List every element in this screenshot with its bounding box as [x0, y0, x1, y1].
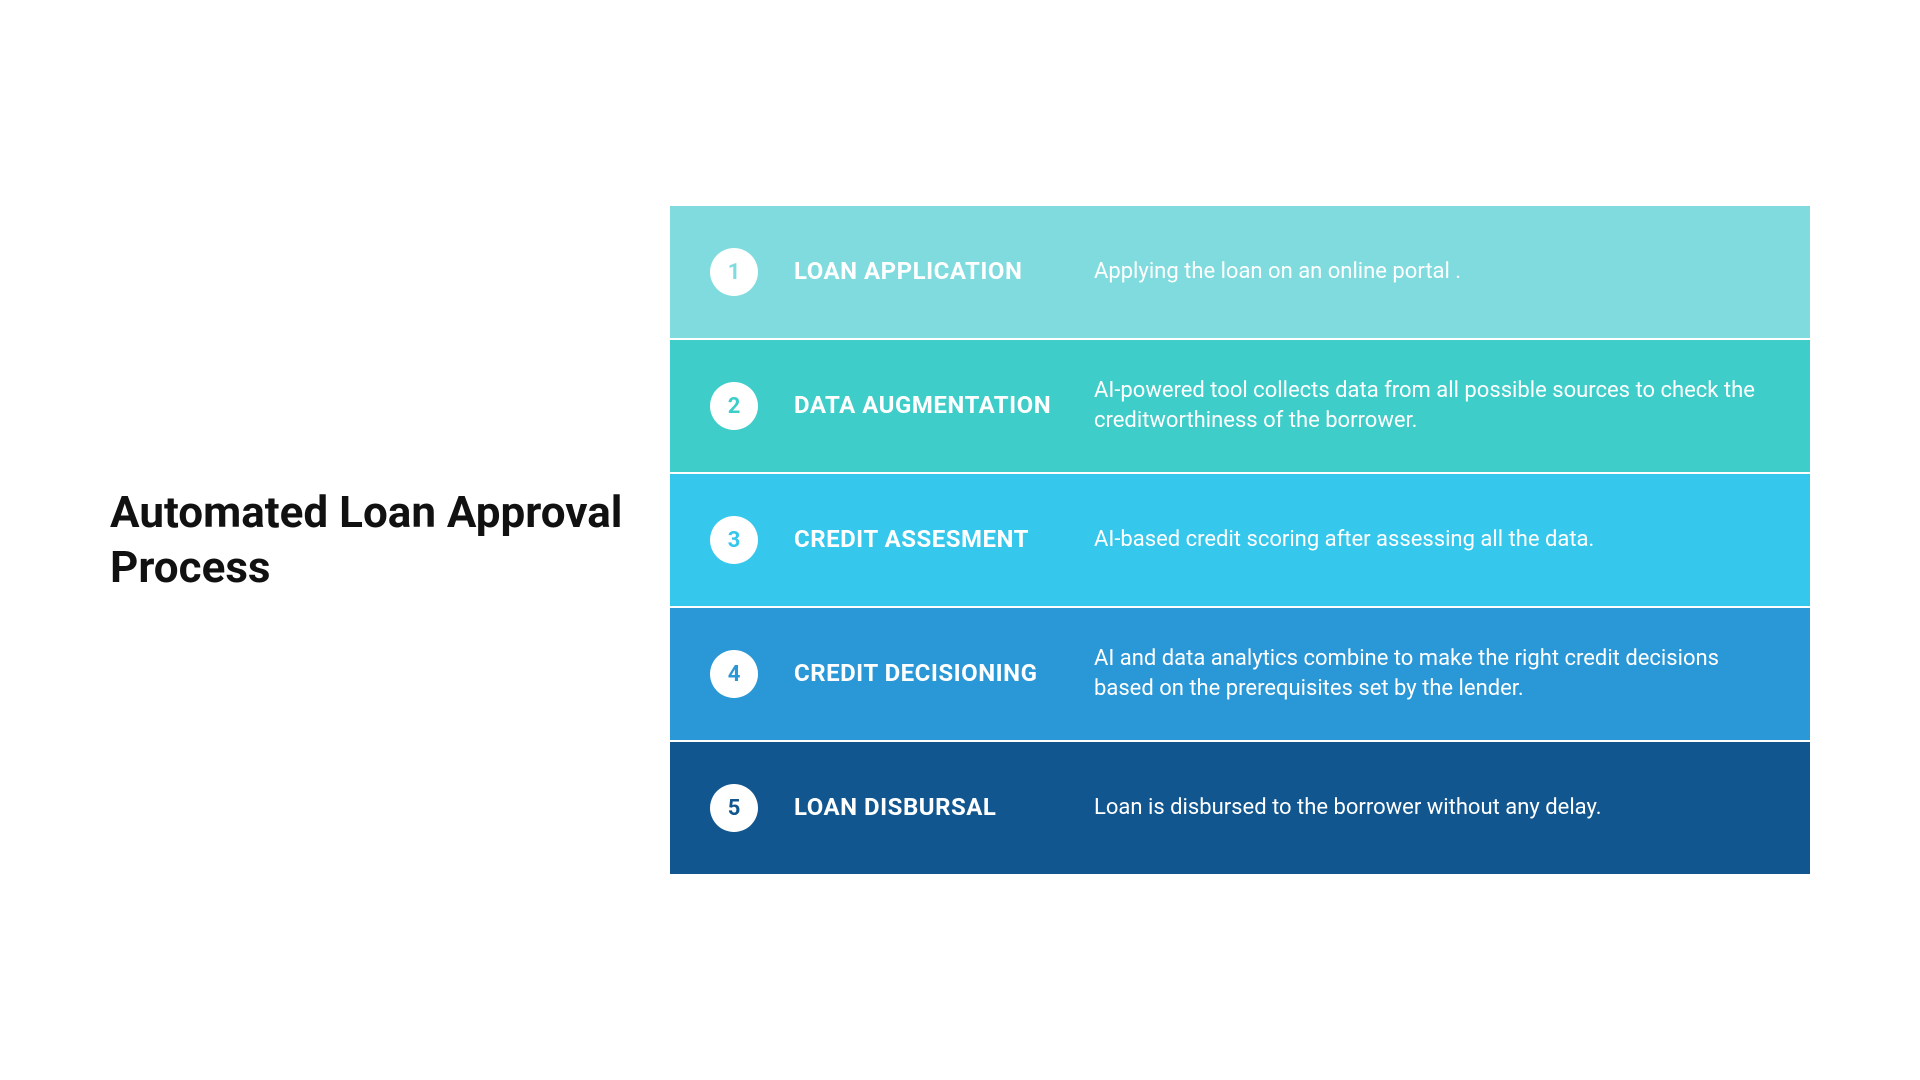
step-description: AI-powered tool collects data from all p…: [1094, 376, 1776, 435]
main-title: Automated Loan Approval Process: [110, 485, 670, 595]
step-row-3: 3 CREDIT ASSESMENTAI-based credit scoring…: [670, 474, 1810, 606]
step-description: Loan is disbursed to the borrower withou…: [1094, 793, 1776, 823]
step-description: Applying the loan on an online portal .: [1094, 257, 1776, 287]
step-number-badge: 3: [710, 516, 758, 564]
step-number-badge: 4: [710, 650, 758, 698]
step-row-2: 2 DATA AUGMENTATIONAI-powered tool collec…: [670, 340, 1810, 472]
step-label: DATA AUGMENTATION: [794, 390, 1094, 421]
step-number-badge: 2: [710, 382, 758, 430]
step-label: CREDIT DECISIONING: [794, 658, 1094, 689]
step-label: LOAN APPLICATION: [794, 256, 1094, 287]
step-description: AI-based credit scoring after assessing …: [1094, 525, 1776, 555]
step-description: AI and data analytics combine to make th…: [1094, 644, 1776, 703]
step-row-4: 4 CREDIT DECISIONINGAI and data analytics…: [670, 608, 1810, 740]
step-number-badge: 5: [710, 784, 758, 832]
step-number-badge: 1: [710, 248, 758, 296]
layout-wrap: Automated Loan Approval Process 1 LOAN AP…: [0, 206, 1920, 874]
steps-list: 1 LOAN APPLICATIONApplying the loan on an…: [670, 206, 1810, 874]
step-label: LOAN DISBURSAL: [794, 792, 1094, 823]
step-row-5: 5 LOAN DISBURSALLoan is disbursed to the …: [670, 742, 1810, 874]
step-label: CREDIT ASSESMENT: [794, 524, 1094, 555]
step-row-1: 1 LOAN APPLICATIONApplying the loan on an…: [670, 206, 1810, 338]
